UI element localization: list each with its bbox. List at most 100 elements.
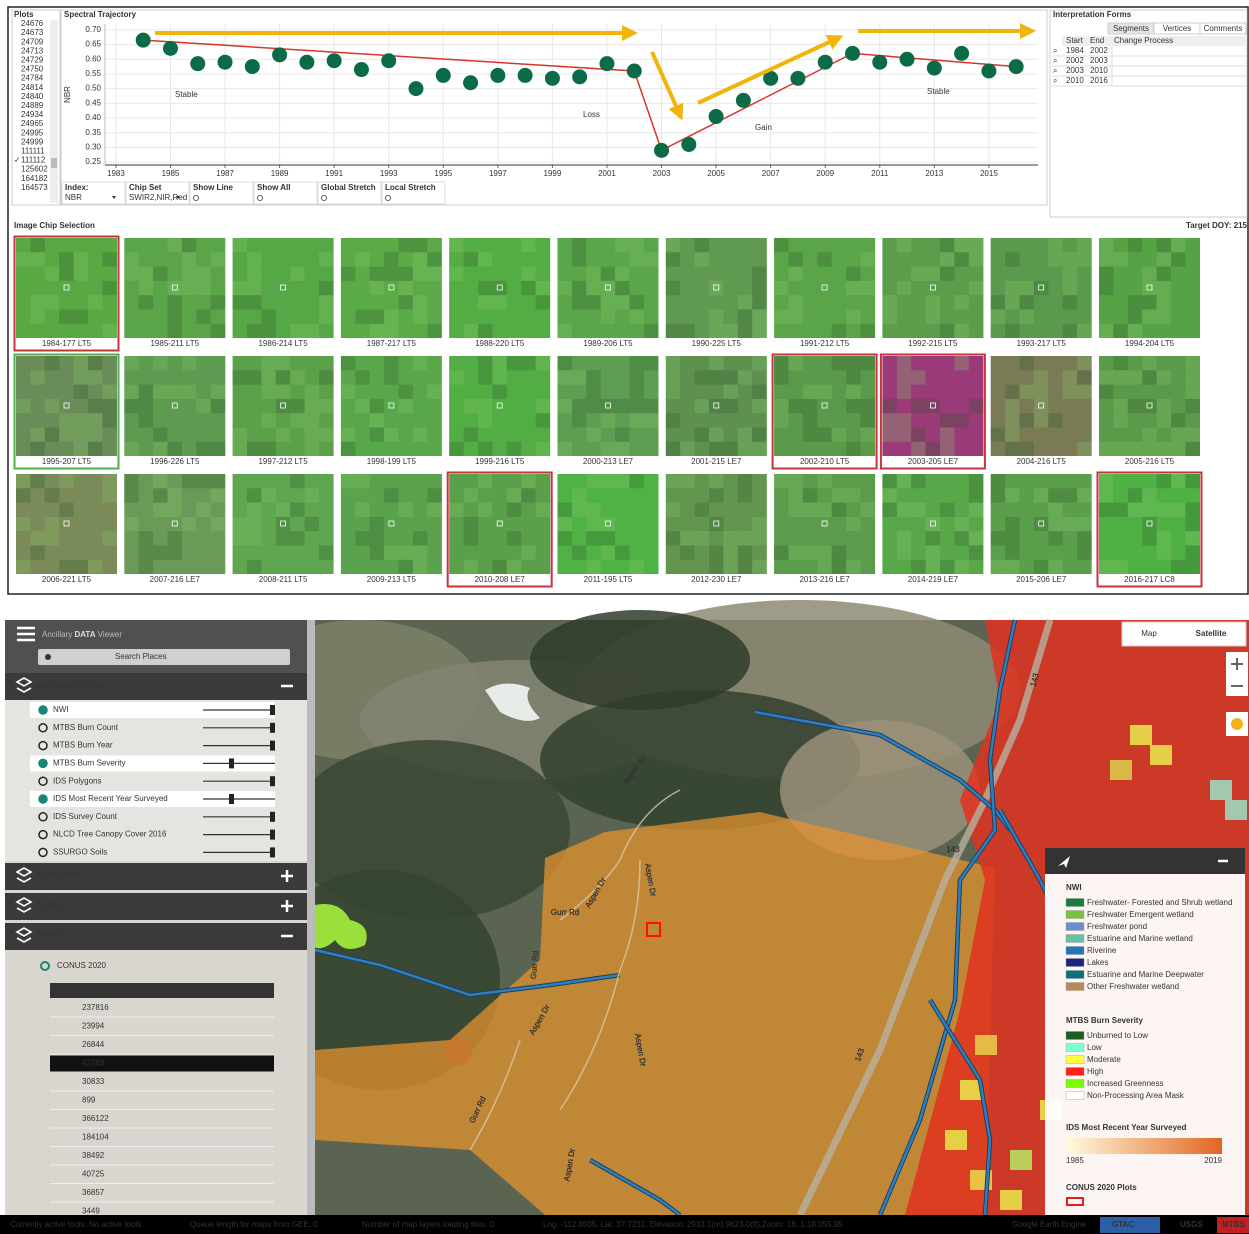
- data-point[interactable]: [626, 63, 642, 79]
- plot-item[interactable]: 24709: [21, 37, 44, 46]
- slider-handle[interactable]: [270, 847, 275, 858]
- image-chip[interactable]: 2012-230 LE7: [665, 474, 767, 586]
- data-point[interactable]: [162, 40, 178, 56]
- section-title[interactable]: TOOLS: [37, 901, 64, 910]
- layer-toggle[interactable]: [38, 794, 48, 804]
- data-point[interactable]: [544, 70, 560, 86]
- data-point[interactable]: [763, 70, 779, 86]
- chip-label[interactable]: 1986-214 LT5: [258, 339, 308, 348]
- image-chip[interactable]: 2015-206 LE7: [990, 474, 1092, 586]
- chip-label[interactable]: 2002-210 LT5: [800, 457, 850, 466]
- slider-handle[interactable]: [229, 794, 234, 804]
- tab[interactable]: [1199, 22, 1247, 35]
- chip-label[interactable]: 1991-212 LT5: [800, 339, 850, 348]
- slider-handle[interactable]: [270, 829, 275, 840]
- slider-handle[interactable]: [270, 740, 275, 751]
- chip-label[interactable]: 2013-216 LE7: [799, 575, 850, 584]
- data-point[interactable]: [244, 59, 260, 75]
- plot-item[interactable]: 24729: [21, 56, 44, 65]
- layer-toggle[interactable]: [38, 847, 48, 858]
- map-type-button[interactable]: Satellite: [1196, 629, 1227, 638]
- layer-name[interactable]: SSURGO Soils: [53, 848, 107, 857]
- data-point[interactable]: [353, 62, 369, 78]
- data-point[interactable]: [981, 63, 997, 79]
- plot-id[interactable]: 3449: [82, 1207, 100, 1216]
- slider-handle[interactable]: [270, 722, 275, 733]
- image-chip[interactable]: 1997-212 LT5: [232, 356, 334, 468]
- plot-item[interactable]: 24750: [21, 65, 44, 74]
- data-point[interactable]: [790, 70, 806, 86]
- data-point[interactable]: [817, 54, 833, 70]
- chip-label[interactable]: 1999-216 LT5: [475, 457, 525, 466]
- image-chip[interactable]: 2000-213 LE7: [557, 356, 659, 468]
- chip-label[interactable]: 1995-207 LT5: [42, 457, 92, 466]
- image-chip[interactable]: 1991-212 LT5: [774, 238, 876, 350]
- data-point[interactable]: [1008, 59, 1024, 75]
- image-chip[interactable]: 1985-211 LT5: [124, 238, 226, 350]
- slider-handle[interactable]: [270, 811, 275, 822]
- tab-label[interactable]: Vertices: [1163, 24, 1191, 33]
- layer-toggle[interactable]: [38, 705, 48, 715]
- image-chip[interactable]: 1993-217 LT5: [990, 238, 1092, 350]
- chip-label[interactable]: 2011-195 LT5: [584, 575, 633, 584]
- chip-label[interactable]: 2006-221 LT5: [42, 575, 92, 584]
- control-value[interactable]: SWIR2,NIR,Red: [129, 193, 187, 202]
- image-chip[interactable]: 1998-199 LT5: [340, 356, 442, 468]
- data-point[interactable]: [435, 67, 451, 83]
- chip-label[interactable]: 2001-215 LE7: [691, 457, 742, 466]
- section-header[interactable]: [5, 863, 310, 890]
- image-chip[interactable]: 1999-216 LT5: [449, 356, 551, 468]
- data-point[interactable]: [381, 53, 397, 69]
- image-chip[interactable]: 1986-214 LT5: [232, 238, 334, 350]
- chip-label[interactable]: 1989-206 LT5: [583, 339, 633, 348]
- image-chip[interactable]: 1988-220 LT5: [449, 238, 551, 350]
- plot-item[interactable]: 24934: [21, 110, 44, 119]
- layer-toggle[interactable]: [38, 812, 48, 822]
- search-placeholder[interactable]: Search Places: [115, 652, 167, 661]
- layer-name[interactable]: NLCD Tree Canopy Cover 2016: [53, 830, 167, 839]
- data-point[interactable]: [872, 54, 888, 70]
- plot-item[interactable]: 24995: [21, 128, 44, 137]
- section-title[interactable]: ANCILLARY DATA: [37, 681, 104, 690]
- data-point[interactable]: [599, 56, 615, 72]
- image-chip[interactable]: 2002-210 LT5: [771, 353, 878, 470]
- control-icon[interactable]: [193, 195, 199, 201]
- chip-label[interactable]: 1994-204 LT5: [1125, 339, 1175, 348]
- plot-id[interactable]: 30833: [82, 1077, 105, 1086]
- plot-item[interactable]: 24889: [21, 101, 44, 110]
- image-chip[interactable]: 1984-177 LT5: [13, 235, 120, 352]
- data-point[interactable]: [299, 54, 315, 70]
- image-chip[interactable]: 1990-225 LT5: [665, 238, 767, 350]
- chip-label[interactable]: 2007-216 LE7: [150, 575, 201, 584]
- section-title[interactable]: PLOTS: [37, 931, 63, 940]
- chip-label[interactable]: 2009-213 LT5: [367, 575, 417, 584]
- data-point[interactable]: [272, 47, 288, 63]
- data-point[interactable]: [408, 81, 424, 97]
- chip-label[interactable]: 2014-219 LE7: [908, 575, 959, 584]
- plot-marker[interactable]: [646, 922, 661, 937]
- layer-toggle[interactable]: [38, 776, 48, 786]
- layer-toggle[interactable]: [38, 723, 48, 733]
- layer-toggle[interactable]: [38, 740, 48, 751]
- plot-id[interactable]: 26844: [82, 1040, 105, 1049]
- section-header[interactable]: [5, 893, 310, 920]
- data-point[interactable]: [954, 45, 970, 61]
- chip-label[interactable]: 2008-211 LT5: [259, 575, 308, 584]
- section-header[interactable]: [5, 673, 310, 700]
- tab-label[interactable]: Segments: [1113, 24, 1149, 33]
- layer-name[interactable]: MTBS Burn Year: [53, 741, 113, 750]
- data-point[interactable]: [708, 109, 724, 125]
- data-point[interactable]: [735, 92, 751, 108]
- layer-name[interactable]: IDS Polygons: [53, 776, 101, 785]
- data-point[interactable]: [926, 60, 942, 76]
- chip-label[interactable]: 2003-205 LE7: [908, 457, 959, 466]
- image-chip[interactable]: 2004-216 LT5: [990, 356, 1092, 468]
- image-chip[interactable]: 2010-208 LE7: [446, 471, 553, 588]
- plot-id[interactable]: 899: [82, 1096, 96, 1105]
- data-point[interactable]: [681, 136, 697, 152]
- slider-handle[interactable]: [270, 705, 275, 715]
- data-point[interactable]: [326, 53, 342, 69]
- map-type-button[interactable]: Map: [1141, 629, 1157, 638]
- slider-handle[interactable]: [270, 776, 275, 787]
- data-point[interactable]: [899, 51, 915, 67]
